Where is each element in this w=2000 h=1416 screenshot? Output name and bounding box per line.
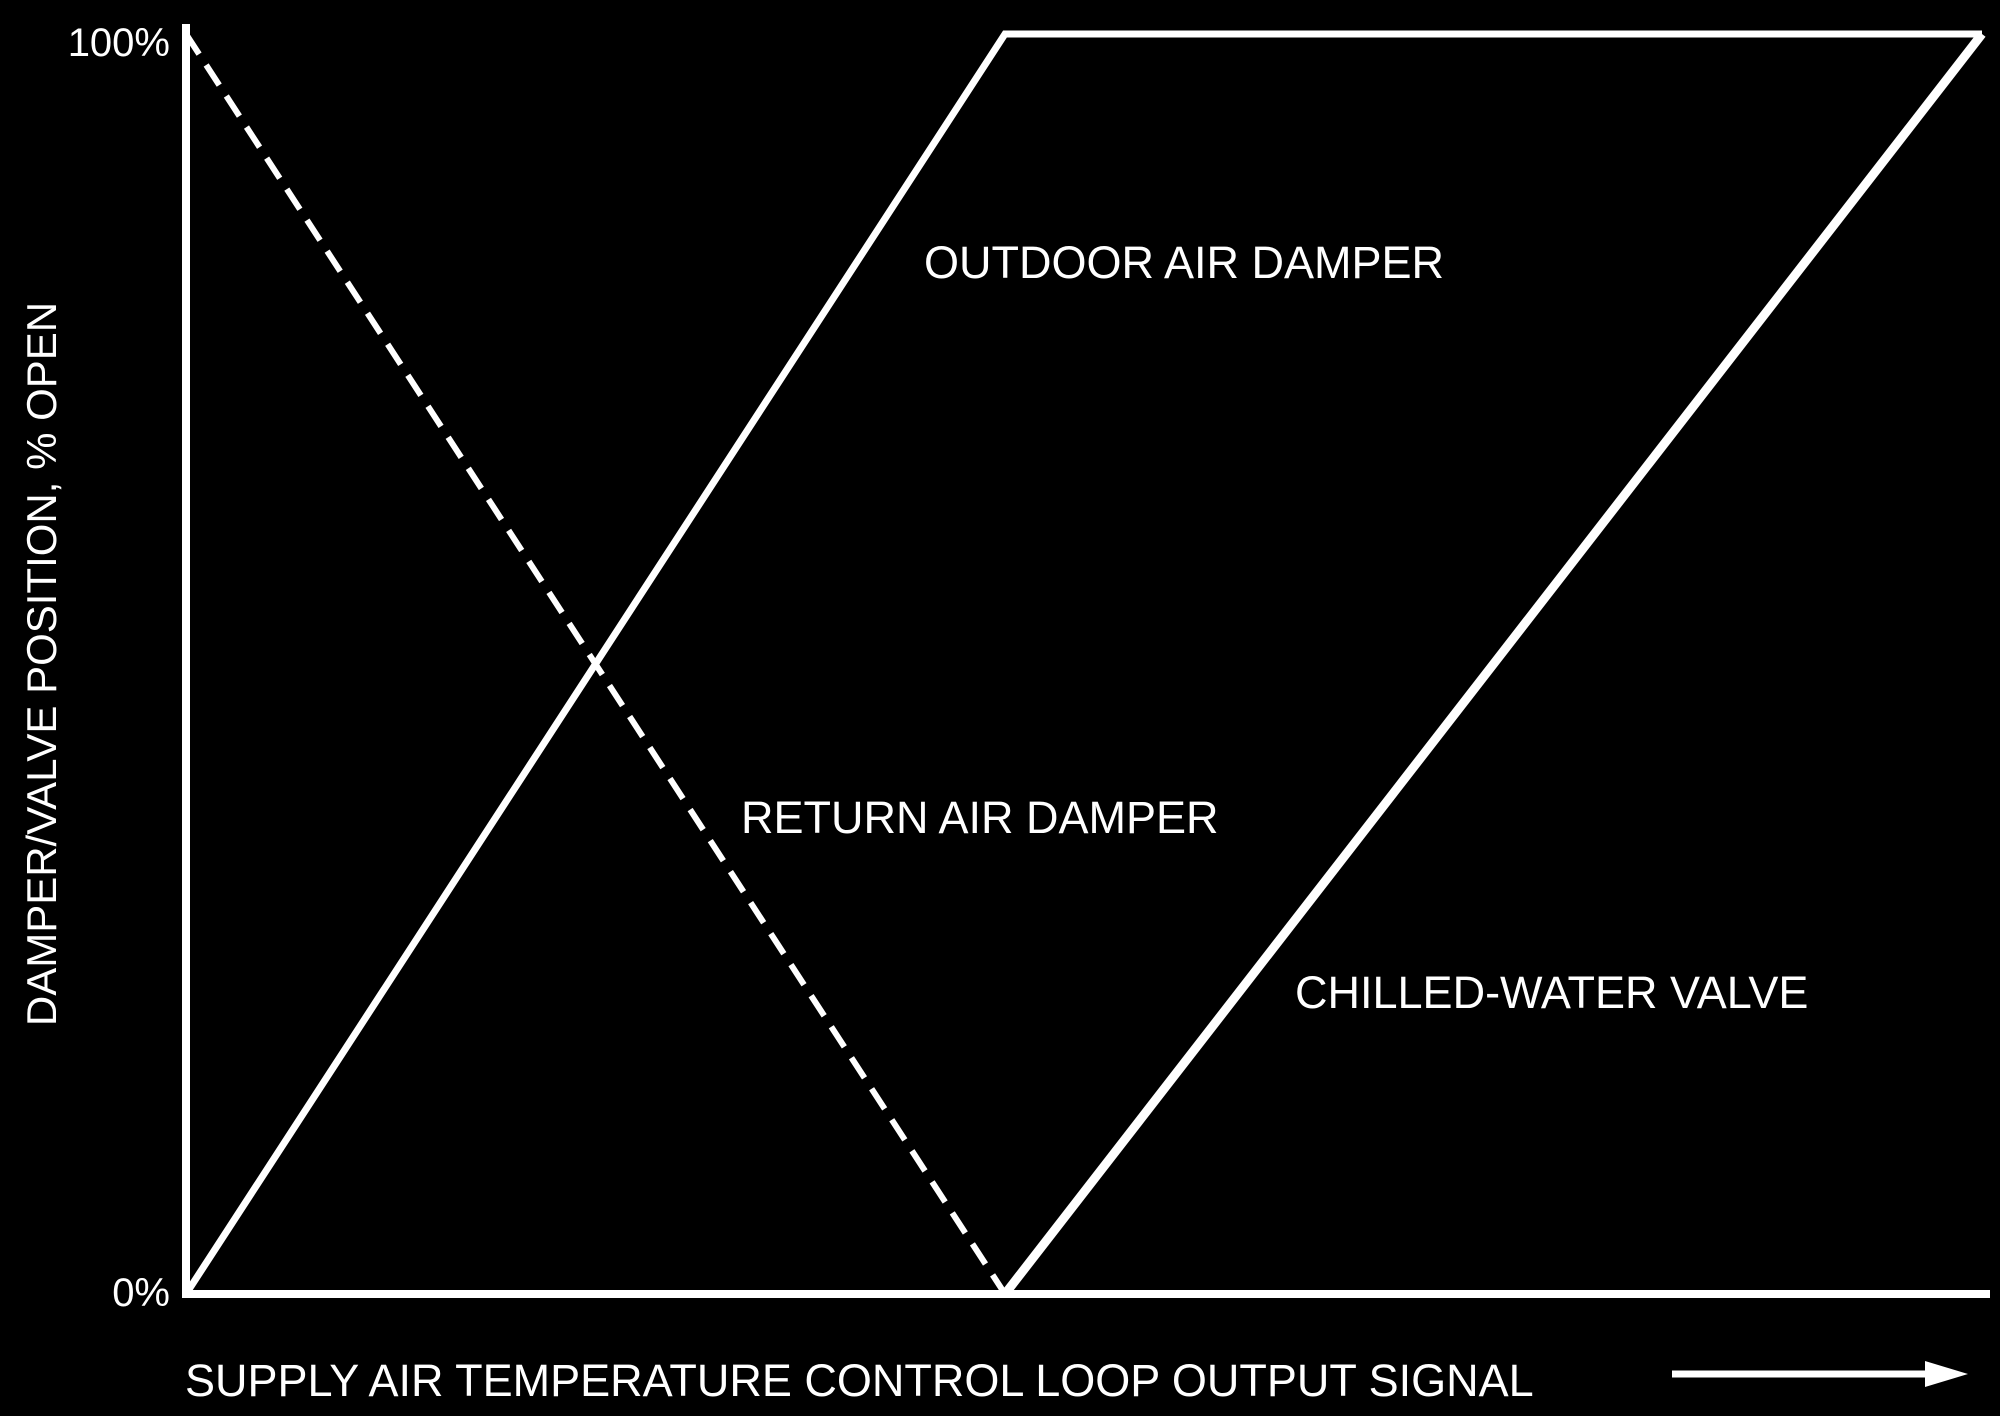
x-axis-arrow-icon: [1672, 1361, 1968, 1387]
series-line-chilled-water-valve: [1001, 31, 1986, 1297]
series-layer: [183, 30, 1986, 1297]
series-line-outdoor-air-damper: [183, 30, 1982, 1296]
y-tick-label-max: 100%: [68, 21, 170, 65]
series-line-return-air-damper: [183, 32, 1008, 1296]
y-tick-label-min: 0%: [112, 1271, 170, 1315]
series-label-outdoor-air-damper: OUTDOOR AIR DAMPER: [924, 237, 1444, 288]
series-label-return-air-damper: RETURN AIR DAMPER: [741, 792, 1219, 843]
x-axis-title: SUPPLY AIR TEMPERATURE CONTROL LOOP OUTP…: [185, 1355, 1534, 1406]
series-label-chilled-water-valve: CHILLED-WATER VALVE: [1295, 967, 1808, 1018]
y-axis-title: DAMPER/VALVE POSITION, % OPEN: [18, 302, 65, 1026]
